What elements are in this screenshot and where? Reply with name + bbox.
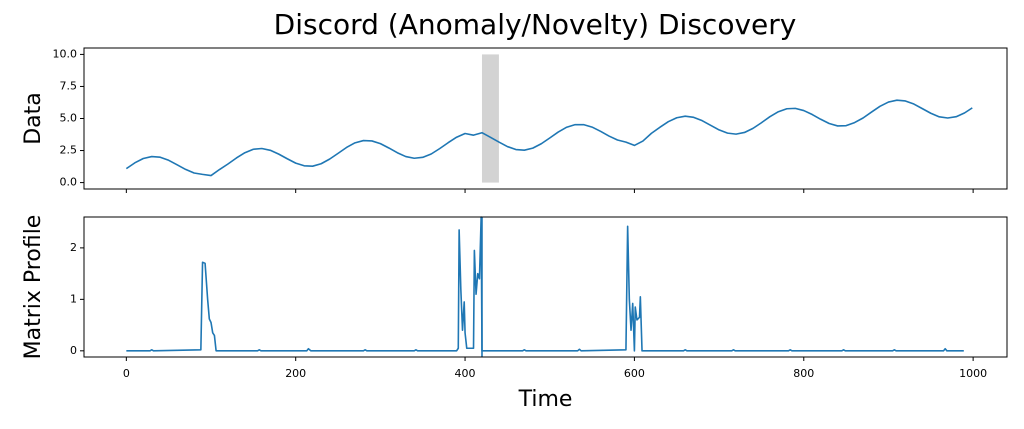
y-tick-label: 10.0 xyxy=(53,47,78,60)
x-tick-label: 200 xyxy=(285,367,306,380)
y-tick-label: 2 xyxy=(70,241,77,254)
x-tick-label: 600 xyxy=(624,367,645,380)
y-tick-label: 0 xyxy=(70,344,77,357)
y-tick-label: 2.5 xyxy=(60,144,78,157)
y-axis-label: Data xyxy=(21,92,46,145)
figure-title: Discord (Anomaly/Novelty) Discovery xyxy=(274,8,797,41)
highlight-span xyxy=(481,54,499,183)
x-tick-label: 0 xyxy=(123,367,130,380)
y-tick-label: 7.5 xyxy=(60,79,78,92)
y-tick-label: 5.0 xyxy=(60,112,78,125)
y-tick-label: 0.0 xyxy=(60,176,78,189)
data-line xyxy=(125,99,973,177)
x-tick-label: 800 xyxy=(793,367,814,380)
axes-frame xyxy=(83,216,1008,358)
x-tick-label: 400 xyxy=(455,367,476,380)
x-tick-label: 1000 xyxy=(959,367,987,380)
data-line xyxy=(126,216,964,352)
y-axis-label: Matrix Profile xyxy=(21,215,46,360)
x-axis-label: Time xyxy=(518,387,573,412)
y-tick-label: 1 xyxy=(70,292,77,305)
